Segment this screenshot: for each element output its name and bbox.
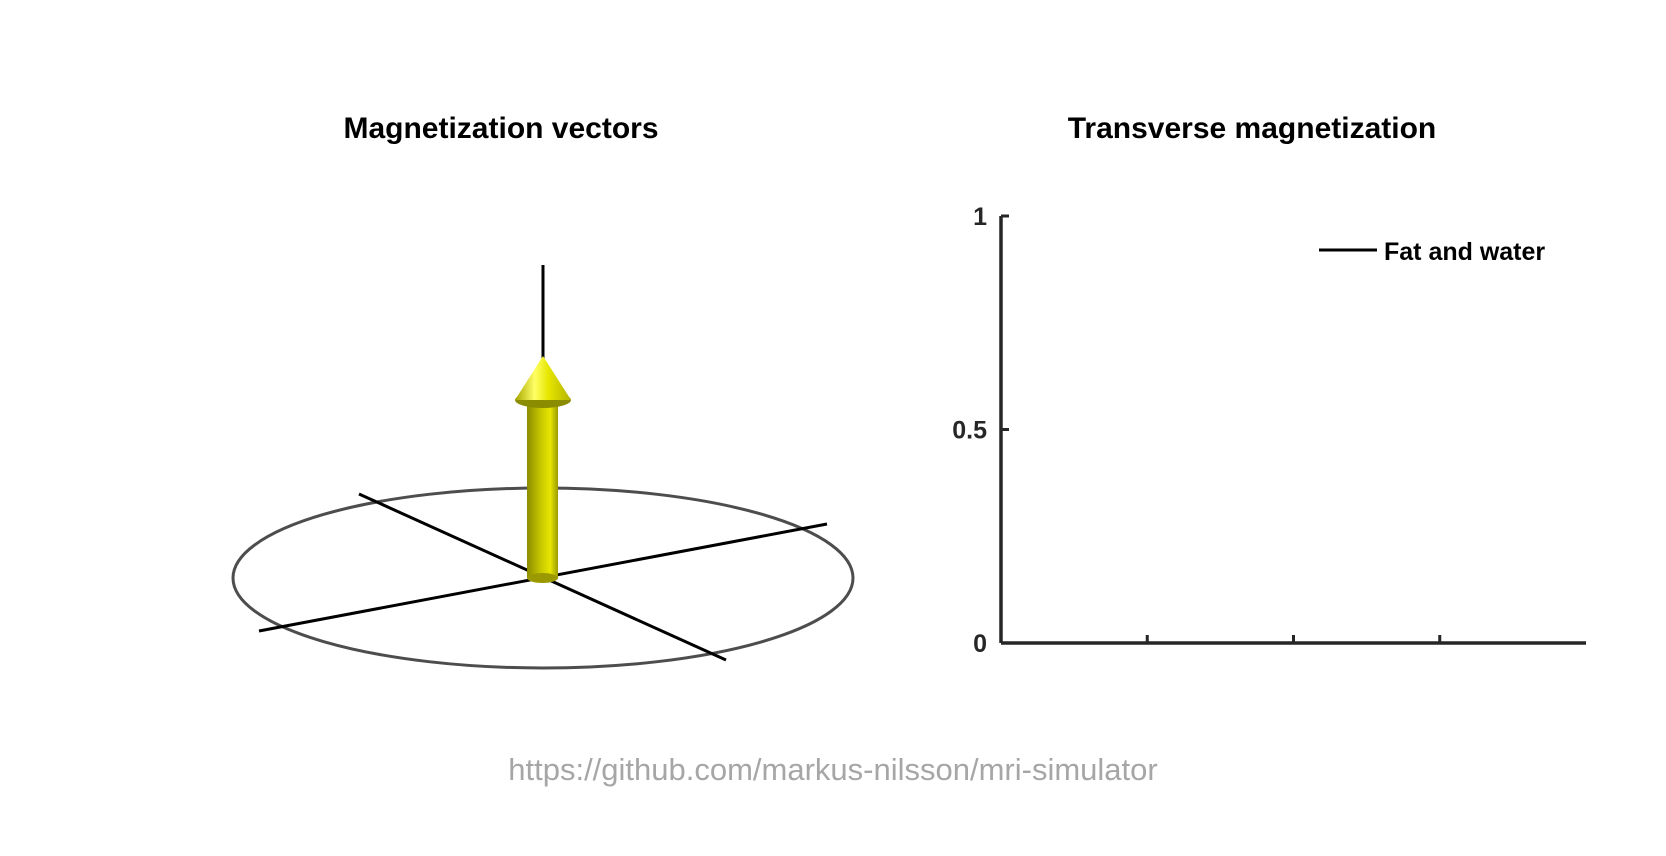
vector-cone: [515, 356, 571, 400]
legend: Fat and water: [1319, 238, 1545, 266]
y-tick-label: 0.5: [952, 417, 987, 445]
github-url[interactable]: https://github.com/markus-nilsson/mri-si…: [508, 752, 1158, 787]
magnetization-vector-arrow: [515, 356, 571, 583]
vector-shaft-base: [527, 573, 558, 583]
y-tick-label: 0: [973, 630, 987, 658]
transverse-magnetization-title: Transverse magnetization: [1068, 112, 1436, 145]
vector-shaft: [527, 398, 558, 578]
magnetization-vectors-panel: Magnetization vectors: [231, 112, 855, 670]
magnetization-vectors-title: Magnetization vectors: [343, 112, 658, 145]
legend-label-fat-and-water: Fat and water: [1384, 238, 1545, 266]
y-tick-label: 1: [973, 203, 987, 231]
transverse-magnetization-panel: Transverse magnetization 00.51 Fat and w…: [952, 112, 1586, 658]
plot-axes: 00.51: [952, 203, 1586, 658]
